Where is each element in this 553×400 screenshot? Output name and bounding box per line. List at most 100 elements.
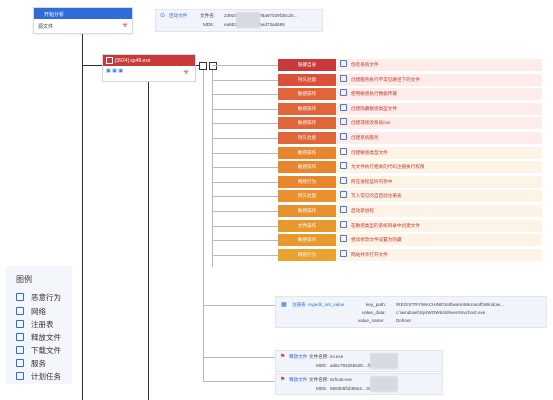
behavior-text: 创建隐藏敏感类型文件 (351, 106, 397, 111)
root-node[interactable]: 开始分析 源文件 ☣ (33, 7, 133, 34)
biohazard-icon: ☣ (183, 69, 190, 76)
warning-icon (16, 293, 24, 301)
behavior-connector (212, 196, 278, 197)
registry-icon: ▦ (281, 302, 287, 308)
behavior-connector (212, 211, 278, 212)
behavior-description[interactable]: 使用敏感执行数据传输 (337, 88, 542, 100)
file-md5: 5983b6f1b96e2…0c4f6f0804 (330, 386, 390, 391)
behavior-tag[interactable]: 敏感操作 (278, 161, 336, 173)
behavior-connector (212, 94, 278, 95)
info-icon (340, 177, 347, 184)
legend-label: 计划任务 (31, 372, 61, 381)
file-label: 释放文件 (289, 354, 308, 359)
registry-field-key: key_path: (366, 302, 386, 307)
behavior-connector (212, 80, 278, 81)
legend-panel: 图例 恶意行为 网络 注册表 释放文件 下载文件 服务 计划任务 (6, 266, 72, 384)
behavior-tag[interactable]: 文件操作 (278, 220, 336, 232)
start-icon: ⊙ (160, 13, 166, 19)
process-title: [3924] sp48.exe (115, 58, 151, 64)
legend-item: 计划任务 (16, 371, 61, 382)
behavior-description[interactable]: 创建系统服务 (337, 132, 542, 144)
behavior-spine (212, 65, 213, 267)
redaction (370, 376, 398, 392)
branch-toggle-2[interactable] (209, 62, 217, 70)
behavior-tag[interactable]: 敏感操作 (278, 117, 336, 129)
file-icon: ⚑ (280, 354, 286, 360)
legend-item: 恶意行为 (16, 292, 61, 303)
behavior-connector (212, 240, 278, 241)
legend-item: 释放文件 (16, 332, 61, 343)
behavior-connector (212, 167, 278, 168)
behavior-text: 创建系统服务 (351, 135, 379, 140)
behavior-description[interactable]: 写入常见的自启动注册表 (337, 190, 542, 202)
lower-spine (203, 66, 204, 382)
start-file-label: 启动文件 (169, 13, 188, 18)
legend-label: 释放文件 (31, 333, 61, 342)
behavior-description[interactable]: 为文件执行相关的代码注册执行权限 (337, 161, 542, 173)
info-icon (340, 60, 347, 67)
behavior-text: 启动新进程 (351, 208, 374, 213)
file-md5-label: MD5: (316, 363, 327, 368)
info-icon (340, 162, 347, 169)
behavior-description[interactable]: 伪装系统文件 (337, 59, 542, 71)
process-action-icons[interactable]: ▣ ▣ ▣ (106, 68, 123, 74)
behavior-tag[interactable]: 隐藏自身 (278, 59, 336, 71)
behavior-description[interactable]: 网站共享打开文件 (337, 249, 542, 261)
legend-label: 注册表 (31, 320, 54, 329)
behavior-connector (212, 65, 278, 66)
behavior-description[interactable]: 创建隐藏敏感类型文件 (337, 103, 542, 115)
info-icon (340, 235, 347, 242)
behavior-connector (212, 226, 278, 227)
behavior-tag[interactable]: 持久驻留 (278, 132, 336, 144)
root-title: 开始分析 (44, 12, 65, 18)
behavior-description[interactable]: 创建敏感类型文件 (337, 147, 542, 159)
behavior-text: 创建敏感类型文件 (351, 150, 388, 155)
file-card: ⚑ 释放文件 文件名称: svhost.exe MD5: 5983b6f1b96… (275, 373, 443, 395)
behavior-connector (212, 138, 278, 139)
legend-label: 服务 (31, 359, 46, 368)
registry-field-key: value_name: (358, 318, 385, 323)
behavior-connector (212, 123, 278, 124)
root-header: 开始分析 (34, 8, 132, 19)
behavior-description[interactable]: 启动新进程 (337, 205, 542, 217)
behavior-tag[interactable]: 敏感操作 (278, 88, 336, 100)
file-icon (16, 333, 24, 341)
legend-label: 恶意行为 (31, 293, 61, 302)
behavior-description[interactable]: 创建或修改系统exe (337, 117, 542, 129)
process-header: [3924] sp48.exe (103, 55, 195, 66)
behavior-tag[interactable]: 持久驻留 (278, 74, 336, 86)
behavior-description[interactable]: 创建服务执行不常见路径下的文件 (337, 74, 542, 86)
behavior-text: 在敏感类型的系统目录中创建文件 (351, 223, 420, 228)
file-name-label: 文件名称: (309, 377, 329, 382)
behavior-tag[interactable]: 敏感操作 (278, 147, 336, 159)
behavior-tag[interactable]: 网络行为 (278, 249, 336, 261)
to-registry (203, 305, 275, 306)
legend-item: 下载文件 (16, 345, 61, 356)
file-name: ini.exe (330, 354, 344, 359)
branch-toggle-1[interactable] (199, 62, 207, 70)
info-icon (340, 206, 347, 213)
behavior-tag[interactable]: 敏感操作 (278, 205, 336, 217)
service-icon (16, 359, 24, 367)
behavior-description[interactable]: 所在进程监听内存中 (337, 176, 542, 188)
tree-trunk-2 (148, 80, 149, 400)
registry-key-name: regedit_set_value (308, 302, 345, 307)
process-node[interactable]: [3924] sp48.exe ▣ ▣ ▣ ☣ (102, 54, 196, 82)
behavior-text: 使用敏感执行数据传输 (351, 91, 397, 96)
behavior-text: 尝试修改文件设置为隐藏 (351, 237, 402, 242)
behavior-tag[interactable]: 网络行为 (278, 176, 336, 188)
legend-label: 网络 (31, 307, 46, 316)
info-icon (340, 148, 347, 155)
tree-trunk (82, 32, 83, 400)
process-icon (106, 57, 113, 64)
info-icon (340, 104, 347, 111)
info-icon (340, 250, 347, 257)
info-icon (340, 191, 347, 198)
behavior-tag[interactable]: 敏感操作 (278, 103, 336, 115)
file-name: svhost.exe (330, 377, 352, 382)
behavior-tag[interactable]: 敏感操作 (278, 234, 336, 246)
behavior-description[interactable]: 尝试修改文件设置为隐藏 (337, 234, 542, 246)
behavior-text: 所在进程监听内存中 (351, 179, 393, 184)
behavior-description[interactable]: 在敏感类型的系统目录中创建文件 (337, 220, 542, 232)
behavior-tag[interactable]: 持久驻留 (278, 190, 336, 202)
